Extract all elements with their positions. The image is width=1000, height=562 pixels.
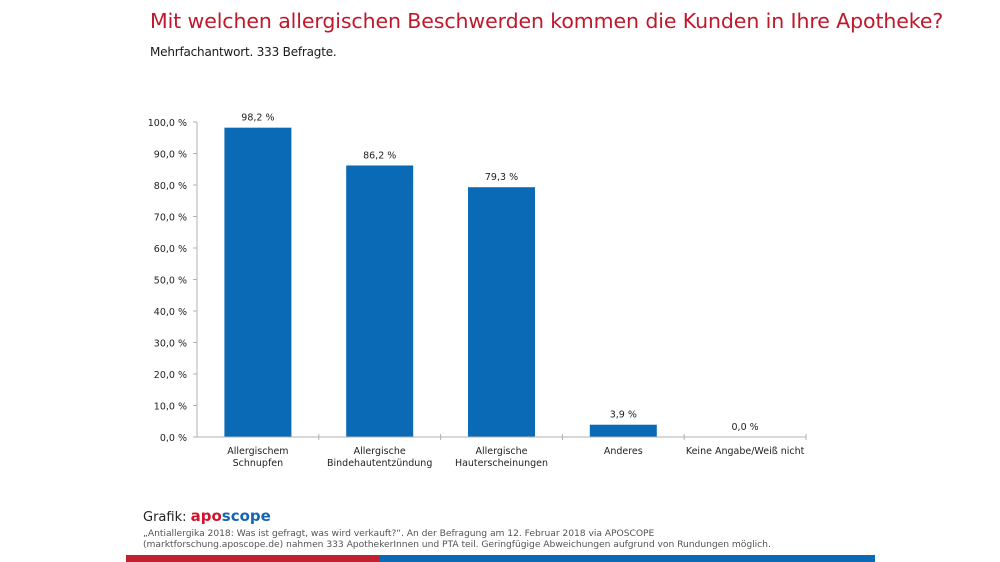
footer-stripe-blue [380, 555, 875, 562]
aposcope-logo: aposcope [191, 507, 271, 525]
y-tick-label: 60,0 % [154, 244, 187, 255]
footer-stripe-red [126, 555, 380, 562]
bars: 98,2 % 86,2 % 79,3 % 3,9 % 0,0 % [224, 113, 759, 438]
y-tick-label: 10,0 % [154, 402, 187, 413]
x-tick-label: Schnupfen [233, 458, 284, 469]
y-tick-label: 30,0 % [154, 339, 187, 350]
x-tick-label: Anderes [604, 446, 643, 457]
y-tick-label: 70,0 % [154, 213, 187, 224]
bar-chart: 0,0 % 10,0 % 20,0 % 30,0 % 40,0 % 50,0 % 60,0 … [148, 113, 807, 469]
x-tick-label: Hauterscheinungen [455, 458, 548, 469]
bar [224, 127, 292, 438]
source-line-2: (marktforschung.aposcope.de) nahmen 333 … [143, 539, 771, 550]
bar-value-label: 3,9 % [610, 410, 637, 421]
bar-value-label: 86,2 % [363, 150, 396, 161]
bar [468, 187, 535, 437]
chart-title: Mit welchen allergischen Beschwerden kom… [150, 9, 944, 33]
x-axis: AllergischemSchnupfenAllergischeBindehau… [197, 434, 807, 469]
y-tick-label: 40,0 % [154, 307, 187, 318]
x-tick-label: Keine Angabe/Weiß nicht [686, 446, 805, 457]
y-tick-label: 0,0 % [160, 433, 187, 444]
logo-part-apo: apo [190, 507, 222, 525]
x-tick-label: Allergische [354, 446, 406, 457]
bar-value-label: 98,2 % [241, 113, 274, 124]
y-tick-label: 90,0 % [154, 150, 187, 161]
bar-value-label: 79,3 % [485, 172, 518, 183]
y-tick-label: 80,0 % [154, 181, 187, 192]
bar [346, 165, 414, 437]
x-tick-label: Bindehautentzündung [327, 458, 432, 469]
source-note: „Antiallergika 2018: Was ist gefragt, wa… [143, 528, 771, 550]
logo-part-scope: scope [221, 507, 271, 525]
credit-label: Grafik: [143, 510, 187, 525]
credit: Grafik: aposcope [143, 507, 271, 525]
bar-value-label: 0,0 % [732, 422, 759, 433]
chart-subtitle: Mehrfachantwort. 333 Befragte. [150, 45, 337, 59]
y-tick-label: 50,0 % [154, 276, 187, 287]
x-tick-label: Allergische [475, 446, 527, 457]
bar [589, 424, 657, 437]
y-axis: 0,0 % 10,0 % 20,0 % 30,0 % 40,0 % 50,0 % 60,0 … [148, 118, 198, 444]
y-tick-label: 100,0 % [148, 118, 187, 129]
y-tick-label: 20,0 % [154, 370, 187, 381]
x-tick-label: Allergischem [227, 446, 288, 457]
source-line-1: „Antiallergika 2018: Was ist gefragt, wa… [143, 528, 655, 539]
